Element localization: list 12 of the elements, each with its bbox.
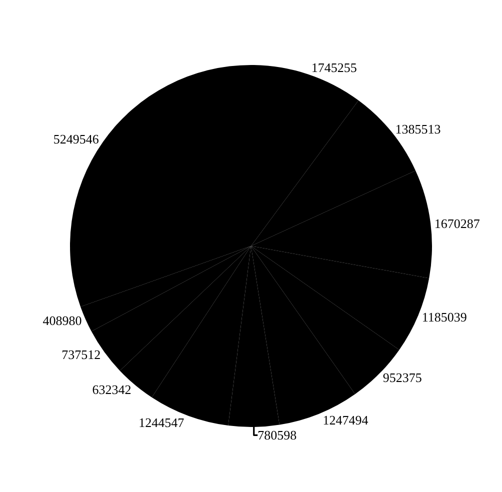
data-label: 5249546 [53,132,100,147]
data-label: 1185039 [422,309,467,324]
data-label: 737512 [62,347,101,362]
data-label: 1745255 [311,60,357,75]
data-label: 632342 [92,382,132,397]
data-label: 408980 [42,313,82,328]
data-label: 1385513 [395,121,441,136]
data-label: 1244547 [138,414,185,430]
data-label: 952375 [382,370,422,386]
data-label: 1670287 [434,216,480,231]
data-label: 780598 [258,428,297,443]
data-label: 1247494 [322,412,369,428]
